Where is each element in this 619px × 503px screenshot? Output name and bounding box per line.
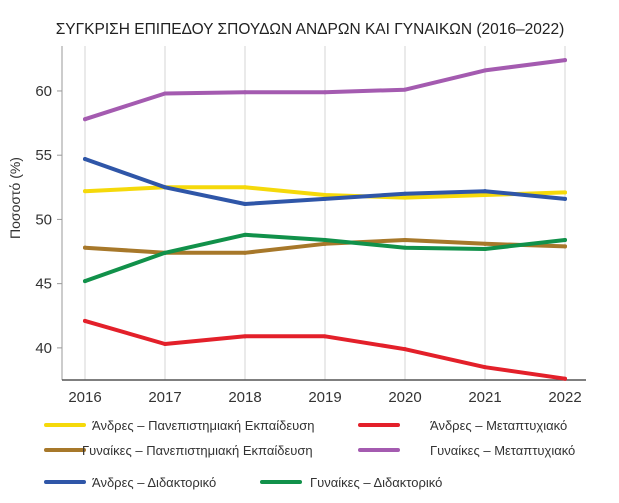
data-point-2-2022: [563, 244, 567, 249]
x-tick-label-2021: 2021: [468, 389, 501, 406]
data-point-2-2020: [403, 237, 407, 242]
chart-title: ΣΥΓΚΡΙΣΗ ΕΠΙΠΕΔΟΥ ΣΠΟΥΔΩΝ ΑΝΔΡΩΝ ΚΑΙ ΓΥΝ…: [56, 21, 565, 38]
data-point-5-2018: [243, 232, 247, 237]
legend-label-1: Άνδρες – Μεταπτυχιακό: [430, 418, 567, 433]
data-point-3-2018: [243, 90, 247, 95]
data-point-4-2019: [323, 196, 327, 201]
data-point-4-2020: [403, 191, 407, 196]
data-point-1-2022: [563, 376, 567, 381]
data-point-2-2018: [243, 250, 247, 255]
series-lines: [83, 58, 567, 381]
data-point-1-2019: [323, 334, 327, 339]
y-axis-label: Ποσοστό (%): [7, 157, 23, 239]
y-tick-label-60: 60: [35, 83, 52, 100]
y-tick-label-50: 50: [35, 211, 52, 228]
data-point-3-2020: [403, 87, 407, 92]
data-point-5-2020: [403, 245, 407, 250]
x-tick-label-2018: 2018: [228, 389, 261, 406]
data-point-5-2021: [483, 246, 487, 251]
data-point-0-2019: [323, 193, 327, 198]
y-tick-label-40: 40: [35, 340, 52, 357]
data-point-2-2021: [483, 241, 487, 246]
data-point-0-2020: [403, 195, 407, 200]
legend: Άνδρες – Πανεπιστημιακή Εκπαίδευση Άνδρες…: [44, 418, 575, 490]
data-point-3-2017: [163, 91, 167, 96]
data-point-4-2021: [483, 189, 487, 194]
x-tick-label-2020: 2020: [388, 389, 421, 406]
legend-label-3: Γυναίκες – Μεταπτυχιακό: [430, 443, 575, 458]
x-tick-label-2019: 2019: [308, 389, 341, 406]
data-point-4-2018: [243, 202, 247, 207]
data-point-3-2016: [83, 117, 87, 122]
legend-label-2: Γυναίκες – Πανεπιστημιακή Εκπαίδευση: [82, 443, 313, 458]
data-point-1-2020: [403, 347, 407, 352]
data-point-5-2016: [83, 279, 87, 284]
y-tick-labels: 40 45 50 55 60: [35, 83, 62, 357]
data-point-1-2018: [243, 334, 247, 339]
x-tick-label-2016: 2016: [68, 389, 101, 406]
data-point-4-2017: [163, 185, 167, 190]
legend-label-0: Άνδρες – Πανεπιστημιακή Εκπαίδευση: [92, 418, 315, 433]
x-tick-labels: 2016 2017 2018 2019 2020 2021 2022: [68, 389, 581, 406]
data-point-0-2018: [243, 185, 247, 190]
data-point-1-2017: [163, 342, 167, 347]
data-point-2-2016: [83, 245, 87, 250]
data-point-0-2016: [83, 189, 87, 194]
data-point-5-2017: [163, 250, 167, 255]
data-point-1-2021: [483, 365, 487, 370]
data-point-3-2019: [323, 90, 327, 95]
data-point-4-2022: [563, 196, 567, 201]
data-point-0-2021: [483, 193, 487, 198]
x-tick-label-2017: 2017: [148, 389, 181, 406]
axes: [61, 46, 586, 381]
data-point-3-2021: [483, 68, 487, 73]
data-point-5-2022: [563, 237, 567, 242]
data-point-2-2019: [323, 241, 327, 246]
data-point-4-2016: [83, 157, 87, 162]
x-tick-label-2022: 2022: [548, 389, 581, 406]
data-point-1-2016: [83, 318, 87, 323]
data-point-3-2022: [563, 58, 567, 63]
grid-lines: [84, 46, 566, 380]
data-point-0-2022: [563, 190, 567, 195]
y-tick-label-55: 55: [35, 147, 52, 164]
legend-label-5: Γυναίκες – Διδακτορικό: [310, 475, 442, 490]
y-tick-label-45: 45: [35, 276, 52, 293]
legend-label-4: Άνδρες – Διδακτορικό: [92, 475, 216, 490]
data-point-5-2019: [323, 237, 327, 242]
